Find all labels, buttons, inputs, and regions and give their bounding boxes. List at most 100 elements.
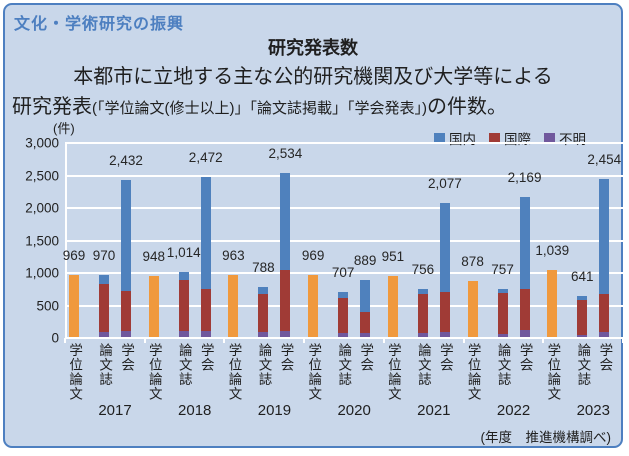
bar-segment-international — [121, 291, 131, 331]
bar-value-label: 963 — [222, 248, 245, 264]
bar-value-label: 2,077 — [427, 176, 462, 191]
bar-conference — [439, 203, 450, 338]
bar-value-label: 2,534 — [268, 146, 303, 162]
bar-segment-international — [519, 288, 530, 330]
bar-segment-degree — [467, 280, 478, 338]
source-note: (年度 推進機構調べ) — [480, 430, 612, 445]
y-tick-label: 1,500 — [25, 233, 59, 248]
legend-swatch-unknown-icon — [544, 132, 555, 144]
bar-segment-domestic — [258, 286, 269, 294]
y-tick-label: 3,000 — [25, 135, 59, 151]
x-category-label-conference: 学会 — [278, 343, 294, 372]
x-group-2022: 学位論文 論文誌 学会 2022 — [464, 338, 544, 438]
y-axis-line — [65, 143, 67, 338]
x-year-label: 2019 — [257, 402, 292, 419]
x-axis-baseline — [65, 337, 623, 339]
bar-segment-degree — [308, 275, 319, 338]
bar-group-2021: 951 756 2,077 — [381, 143, 464, 338]
bar-value-label: 2,169 — [507, 170, 542, 186]
x-category-label-conference: 学会 — [597, 343, 613, 372]
bar-segment-domestic — [439, 203, 450, 292]
bar-conference — [599, 178, 610, 339]
bar-group-2020: 969 707 889 — [301, 143, 384, 338]
bar-segment-unknown — [417, 332, 428, 338]
bar-journal — [497, 288, 508, 339]
bar-value-label: 2,454 — [587, 151, 622, 167]
bar-segment-international — [178, 280, 189, 331]
axis-tick — [382, 338, 385, 343]
x-category-label-degree: 学位論文 — [465, 343, 481, 401]
bar-journal — [178, 272, 189, 338]
subtitle-parenthetical: (「学位論文(修士以上)」「論文誌掲載」「学会発表」) — [92, 100, 427, 117]
x-category-label-journal: 論文誌 — [495, 343, 511, 387]
bar-segment-degree — [69, 275, 79, 338]
x-year-label: 2018 — [178, 402, 212, 419]
bar-value-label: 969 — [301, 248, 325, 264]
bar-degree — [467, 280, 478, 338]
bar-group-2019: 963 788 2,534 — [222, 143, 304, 338]
bar-segment-degree — [148, 276, 159, 338]
x-category-label-degree: 学位論文 — [67, 343, 83, 401]
bar-segment-international — [417, 293, 428, 333]
bar-conference — [200, 177, 211, 338]
bar-segment-international — [497, 292, 508, 334]
axis-tick — [143, 338, 146, 343]
y-tick-label: 1,000 — [25, 265, 59, 281]
bar-segment-domestic — [338, 292, 349, 298]
x-category-label-degree: 学位論文 — [146, 343, 162, 401]
bar-value-label: 2,472 — [188, 150, 223, 166]
x-category-label-degree: 学位論文 — [545, 343, 561, 401]
chart-card: 文化・学術研究の振興 研究発表数 本都市に立地する主な公的研究機関及び大学等によ… — [3, 3, 624, 448]
subtitle-suffix: の件数。 — [426, 96, 507, 118]
bar-segment-unknown — [577, 335, 588, 338]
bar-segment-unknown — [99, 331, 109, 338]
subtitle-prefix: 研究発表 — [12, 96, 92, 118]
bar-segment-unknown — [121, 330, 131, 338]
x-year-label: 2020 — [337, 402, 371, 419]
section-banner: 文化・学術研究の振興 — [14, 16, 185, 33]
bar-value-label: 756 — [411, 261, 435, 277]
x-group-2019: 学位論文 論文誌 学会 2019 — [224, 338, 304, 438]
bar-journal — [338, 292, 349, 338]
bar-segment-unknown — [439, 331, 450, 338]
bar-segment-unknown — [280, 330, 291, 338]
bar-value-label: 757 — [491, 261, 514, 277]
bar-segment-international — [439, 291, 450, 332]
plot-area: 969 970 2,432 948 1,014 2,472 963 788 2,534 969 70… — [62, 142, 624, 343]
bar-segment-international — [200, 289, 211, 331]
bar-group-2023: 1,039 641 2,454 — [535, 143, 623, 339]
bar-group-2022: 878 757 2,169 — [461, 143, 544, 339]
bar-segment-unknown — [338, 333, 349, 338]
bar-segment-domestic — [121, 179, 131, 292]
bar-journal — [577, 296, 588, 338]
x-category-label-journal: 論文誌 — [176, 343, 192, 387]
gridline — [65, 207, 623, 210]
bar-segment-international — [577, 300, 588, 336]
bar-degree — [387, 276, 398, 338]
gridline — [65, 239, 623, 242]
bar-degree — [547, 270, 558, 338]
x-category-label-conference: 学会 — [517, 343, 533, 372]
x-category-label-conference: 学会 — [437, 343, 453, 372]
bar-segment-unknown — [200, 330, 211, 338]
bar-value-label: 788 — [252, 259, 275, 275]
bar-segment-unknown — [599, 332, 610, 339]
x-category-label-journal: 論文誌 — [575, 343, 591, 387]
legend-swatch-domestic-icon — [434, 132, 445, 144]
bar-segment-degree — [387, 276, 398, 338]
x-category-label-journal: 論文誌 — [256, 343, 272, 387]
bar-value-label: 951 — [381, 249, 405, 265]
y-tick-label: 2,500 — [25, 168, 59, 183]
bar-segment-domestic — [519, 197, 530, 289]
bar-segment-unknown — [360, 332, 371, 338]
bar-segment-international — [99, 284, 109, 332]
bar-segment-international — [360, 312, 371, 333]
gridline — [65, 272, 623, 275]
bar-journal — [417, 288, 428, 338]
bar-conference — [519, 197, 530, 338]
bar-segment-domestic — [577, 296, 588, 301]
bar-value-label: 969 — [62, 248, 86, 264]
bar-segment-domestic — [599, 178, 610, 294]
bar-group-2017: 969 970 2,432 — [62, 143, 145, 338]
